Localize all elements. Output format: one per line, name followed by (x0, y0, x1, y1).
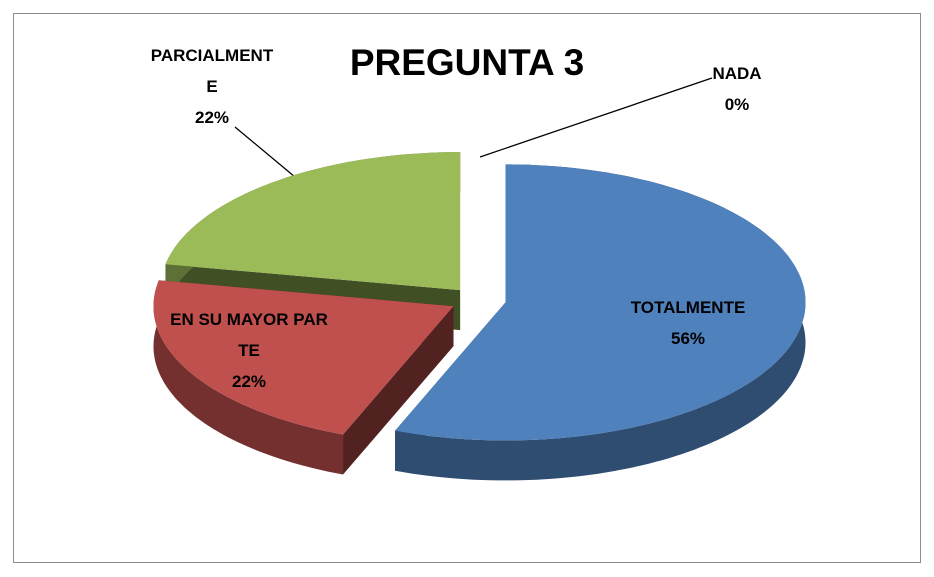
slice-side (395, 164, 806, 481)
pie-slice (165, 152, 461, 291)
category-label: EN SU MAYOR PARTE (170, 310, 328, 360)
data-label: NADA 0% (697, 58, 777, 120)
category-label: TOTALMENTE (630, 298, 746, 317)
value-label: 22% (194, 108, 230, 127)
value-label: 0% (724, 95, 750, 114)
leader-line (479, 77, 713, 158)
category-label: NADA (712, 64, 762, 83)
leader-line (234, 126, 302, 183)
value-label: 56% (670, 329, 706, 348)
category-label: PARCIALMENTE (150, 46, 274, 96)
value-label: 22% (231, 372, 267, 391)
slice-side (343, 306, 454, 475)
slice-side (153, 280, 343, 475)
chart-title: PREGUNTA 3 (349, 42, 585, 83)
pie-slice (395, 164, 806, 441)
data-label: EN SU MAYOR PARTE 22% (169, 304, 329, 397)
data-label: PARCIALMENTE 22% (146, 40, 278, 133)
pie-slice (153, 280, 454, 435)
data-label: TOTALMENTE 56% (603, 292, 773, 354)
